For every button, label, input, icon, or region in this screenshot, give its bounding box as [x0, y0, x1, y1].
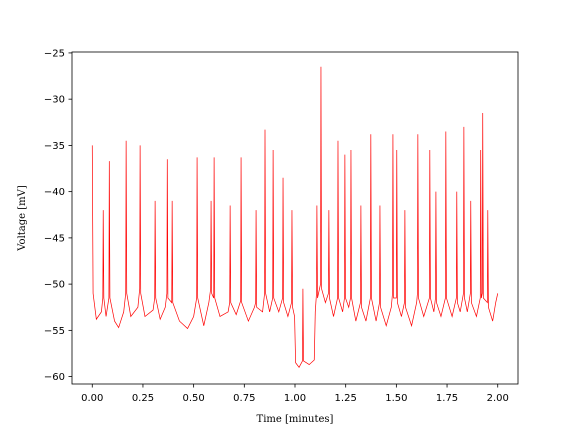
y-tick-label: −60	[44, 372, 65, 383]
x-tick-label: 2.00	[487, 393, 509, 404]
y-tick-label: −40	[44, 187, 65, 198]
x-tick-label: 0.00	[81, 393, 103, 404]
y-tick-label: −25	[44, 48, 65, 59]
line-series	[91, 66, 499, 369]
y-tick-label: −50	[44, 280, 65, 291]
x-tick-label: 1.00	[284, 393, 306, 404]
x-tick-label: 1.25	[335, 393, 357, 404]
y-axis-label: Voltage [mV]	[17, 185, 28, 252]
y-tick-label: −35	[44, 141, 65, 152]
y-tick-label: −30	[44, 95, 65, 106]
x-tick-label: 1.75	[436, 393, 458, 404]
x-tick-label: 0.75	[233, 393, 255, 404]
x-tick-label: 1.50	[385, 393, 407, 404]
x-axis-label: Time [minutes]	[257, 414, 334, 425]
y-tick-label: −55	[44, 326, 65, 337]
x-tick-label: 0.25	[132, 393, 154, 404]
plot-frame	[71, 51, 519, 385]
y-tick-label: −45	[44, 233, 65, 244]
x-tick-label: 0.50	[183, 393, 205, 404]
